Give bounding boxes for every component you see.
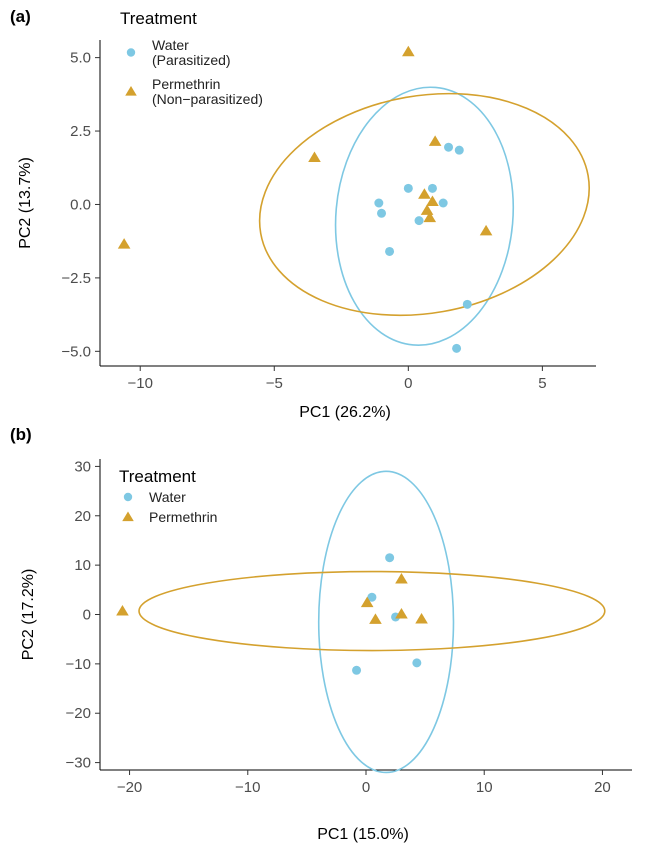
legend-title: Treatment	[119, 467, 196, 486]
water-point	[385, 246, 395, 256]
legend-label: Water	[152, 37, 189, 53]
y-tick-label: 0.0	[70, 196, 91, 213]
water-point	[414, 216, 424, 226]
y-tick-label: 20	[74, 508, 91, 525]
water-point	[438, 198, 448, 208]
legend-marker-permethrin	[122, 511, 134, 522]
permethrin-point	[479, 224, 493, 236]
water-point	[412, 658, 422, 668]
permethrin-point	[116, 605, 129, 616]
y-tick-label: −30	[66, 755, 91, 772]
permethrin-point	[395, 608, 408, 619]
y-tick-label: 30	[74, 458, 91, 475]
x-tick-label: −20	[117, 779, 142, 796]
legend-label: Permethrin	[152, 76, 220, 92]
legend: Treatment Water Permethrin	[119, 467, 217, 525]
x-tick-label: 0	[404, 375, 412, 392]
x-axis-title: PC1 (26.2%)	[299, 404, 391, 421]
confidence-ellipse-water	[317, 470, 455, 774]
permethrin-point	[426, 195, 439, 207]
water-point	[374, 198, 384, 208]
water-point	[385, 553, 395, 563]
y-tick-label: −5.0	[61, 343, 91, 360]
legend-label: (Parasitized)	[152, 52, 231, 68]
water-point	[352, 665, 362, 675]
water-point	[367, 592, 377, 602]
water-point	[427, 183, 437, 193]
y-tick-label: −2.5	[61, 270, 91, 287]
confidence-ellipse-water	[334, 86, 515, 346]
legend-marker-water	[123, 492, 133, 502]
x-tick-label: −10	[235, 779, 260, 796]
permethrin-point	[402, 45, 415, 57]
y-tick-label: 2.5	[70, 123, 91, 140]
legend-label: Water	[149, 489, 186, 505]
panel-label: (b)	[10, 425, 32, 444]
legend-title: Treatment	[120, 9, 197, 28]
x-tick-label: 10	[476, 779, 493, 796]
permethrin-point	[117, 238, 131, 249]
water-point	[452, 343, 462, 353]
permethrin-point	[395, 572, 408, 584]
x-tick-label: −5	[266, 375, 283, 392]
x-tick-label: 0	[362, 779, 370, 796]
permethrin-point	[423, 211, 437, 223]
legend-label: Permethrin	[149, 509, 217, 525]
x-axis-title: PC1 (15.0%)	[317, 826, 409, 843]
y-axis-title: PC2 (13.7%)	[17, 157, 34, 249]
legend-marker-permethrin	[125, 86, 137, 96]
permethrin-point	[428, 135, 442, 146]
permethrin-point	[418, 188, 431, 199]
water-point	[377, 208, 387, 218]
x-tick-label: −10	[127, 375, 152, 392]
y-tick-label: 5.0	[70, 50, 91, 67]
y-tick-label: −20	[66, 705, 91, 722]
legend-marker-water	[126, 48, 136, 57]
x-tick-label: 20	[594, 779, 611, 796]
x-tick-label: 5	[538, 375, 546, 392]
water-point	[403, 183, 413, 193]
y-tick-label: −10	[66, 656, 91, 673]
legend: Treatment Water(Parasitized) Permethrin(No…	[120, 9, 263, 107]
confidence-ellipse-permethrin	[138, 570, 606, 652]
panel-a: (a) −10 −5 0 5 −5.0 −2.5 0.0 2.5 5.0 PC1 (26.2%) PC…	[10, 7, 596, 421]
permethrin-point	[420, 204, 434, 215]
panel-b: (b) −20 −10 0 10 20 −30 −20 −10 0 10 20 30 PC1 (15.0%…	[10, 425, 632, 843]
y-tick-label: 10	[74, 557, 91, 574]
y-axis-title: PC2 (17.2%)	[20, 569, 37, 661]
permethrin-point	[415, 612, 428, 624]
confidence-ellipse-permethrin	[258, 92, 590, 317]
panel-label: (a)	[10, 7, 31, 26]
water-point	[444, 142, 454, 152]
y-tick-label: 0	[83, 607, 91, 624]
water-point	[462, 299, 472, 309]
legend-label: (Non−parasitized)	[152, 91, 263, 107]
water-point	[454, 145, 464, 155]
permethrin-point	[369, 613, 382, 624]
permethrin-point	[360, 596, 374, 608]
permethrin-point	[308, 151, 321, 162]
